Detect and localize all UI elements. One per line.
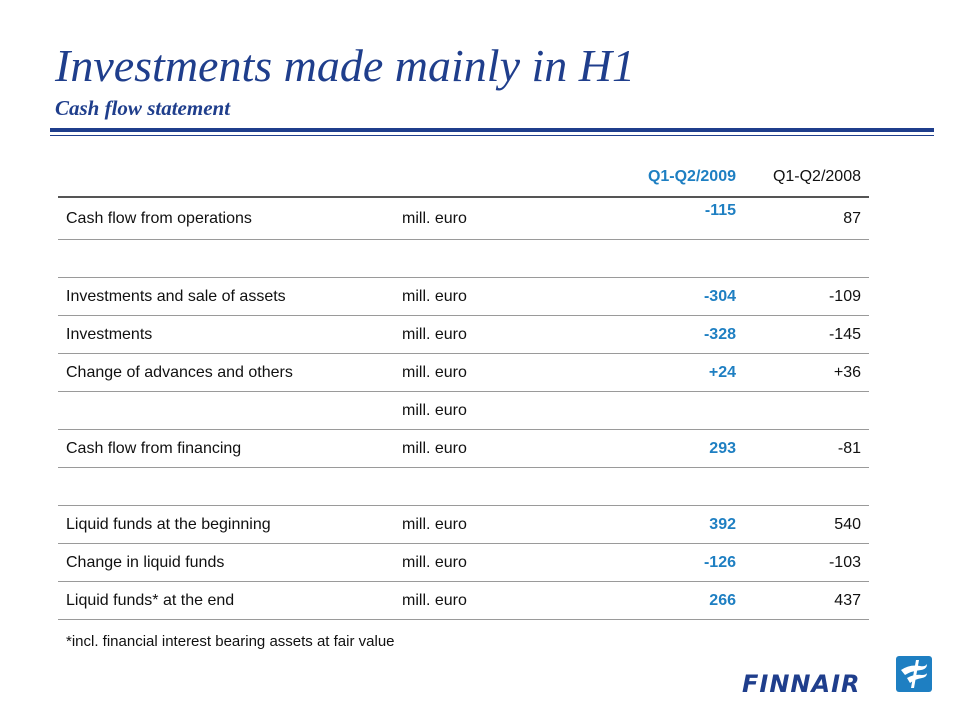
row-label (58, 239, 394, 278)
row-unit: mill. euro (394, 315, 522, 354)
table-row: Change of advances and others mill. euro… (58, 353, 869, 392)
row-unit: mill. euro (394, 429, 522, 468)
row-value-previous: 437 (744, 581, 869, 620)
row-value-previous: +36 (744, 353, 869, 392)
row-value-current: +24 (522, 353, 744, 392)
table-footnote: *incl. financial interest bearing assets… (66, 633, 395, 650)
finnair-logo: FINNAIR (742, 656, 932, 698)
row-value-previous: -81 (744, 429, 869, 468)
row-label: Investments (58, 315, 394, 354)
table-row: Cash flow from operations mill. euro -11… (58, 197, 869, 240)
table-header-row: Q1-Q2/2009 Q1-Q2/2008 (58, 158, 869, 198)
row-unit: mill. euro (394, 581, 522, 620)
finnair-f-icon (896, 656, 932, 692)
slide-title: Investments made mainly in H1 (55, 40, 635, 91)
row-unit: mill. euro (394, 505, 522, 544)
row-value-previous: -109 (744, 277, 869, 316)
header-unit-cell (394, 158, 522, 198)
row-unit (394, 467, 522, 506)
row-value-current (522, 239, 744, 278)
row-value-previous: -145 (744, 315, 869, 354)
row-unit: mill. euro (394, 391, 522, 430)
row-value-current: -115 (522, 197, 744, 240)
table-row (58, 467, 869, 506)
table-row: Liquid funds* at the end mill. euro 266 … (58, 581, 869, 620)
row-value-previous: -103 (744, 543, 869, 582)
row-value-current (522, 391, 744, 430)
column-header-current: Q1-Q2/2009 (522, 158, 744, 198)
row-label: Cash flow from financing (58, 429, 394, 468)
table-row (58, 239, 869, 278)
row-unit: mill. euro (394, 353, 522, 392)
row-unit: mill. euro (394, 197, 522, 240)
row-unit: mill. euro (394, 277, 522, 316)
table-row: Investments mill. euro -328 -145 (58, 315, 869, 354)
column-header-previous: Q1-Q2/2008 (744, 158, 869, 198)
row-label: Change in liquid funds (58, 543, 394, 582)
row-label: Liquid funds* at the end (58, 581, 394, 620)
row-unit (394, 239, 522, 278)
header-label-cell (58, 158, 394, 198)
row-value-current: -304 (522, 277, 744, 316)
table-row: Cash flow from financing mill. euro 293 … (58, 429, 869, 468)
row-value-previous: 540 (744, 505, 869, 544)
row-value-current: 293 (522, 429, 744, 468)
row-label: Change of advances and others (58, 353, 394, 392)
row-value-previous (744, 467, 869, 506)
row-label (58, 391, 394, 430)
table-row: Change in liquid funds mill. euro -126 -… (58, 543, 869, 582)
row-value-previous (744, 239, 869, 278)
row-value-previous (744, 391, 869, 430)
row-label: Liquid funds at the beginning (58, 505, 394, 544)
row-label (58, 467, 394, 506)
slide-subtitle: Cash flow statement (55, 96, 231, 120)
row-value-current: -328 (522, 315, 744, 354)
row-label: Cash flow from operations (58, 197, 394, 240)
table-row: Investments and sale of assets mill. eur… (58, 277, 869, 316)
row-value-current: 392 (522, 505, 744, 544)
row-value-current: 266 (522, 581, 744, 620)
row-value-current (522, 467, 744, 506)
cash-flow-table: Q1-Q2/2009 Q1-Q2/2008 Cash flow from ope… (58, 158, 869, 620)
row-unit: mill. euro (394, 543, 522, 582)
row-value-previous: 87 (744, 197, 869, 240)
header-divider-thick (50, 128, 934, 132)
row-value-current: -126 (522, 543, 744, 582)
row-label: Investments and sale of assets (58, 277, 394, 316)
logo-wordmark: FINNAIR (742, 670, 861, 698)
table-row: Liquid funds at the beginning mill. euro… (58, 505, 869, 544)
header-divider-thin (50, 135, 934, 136)
table-row: mill. euro (58, 391, 869, 430)
